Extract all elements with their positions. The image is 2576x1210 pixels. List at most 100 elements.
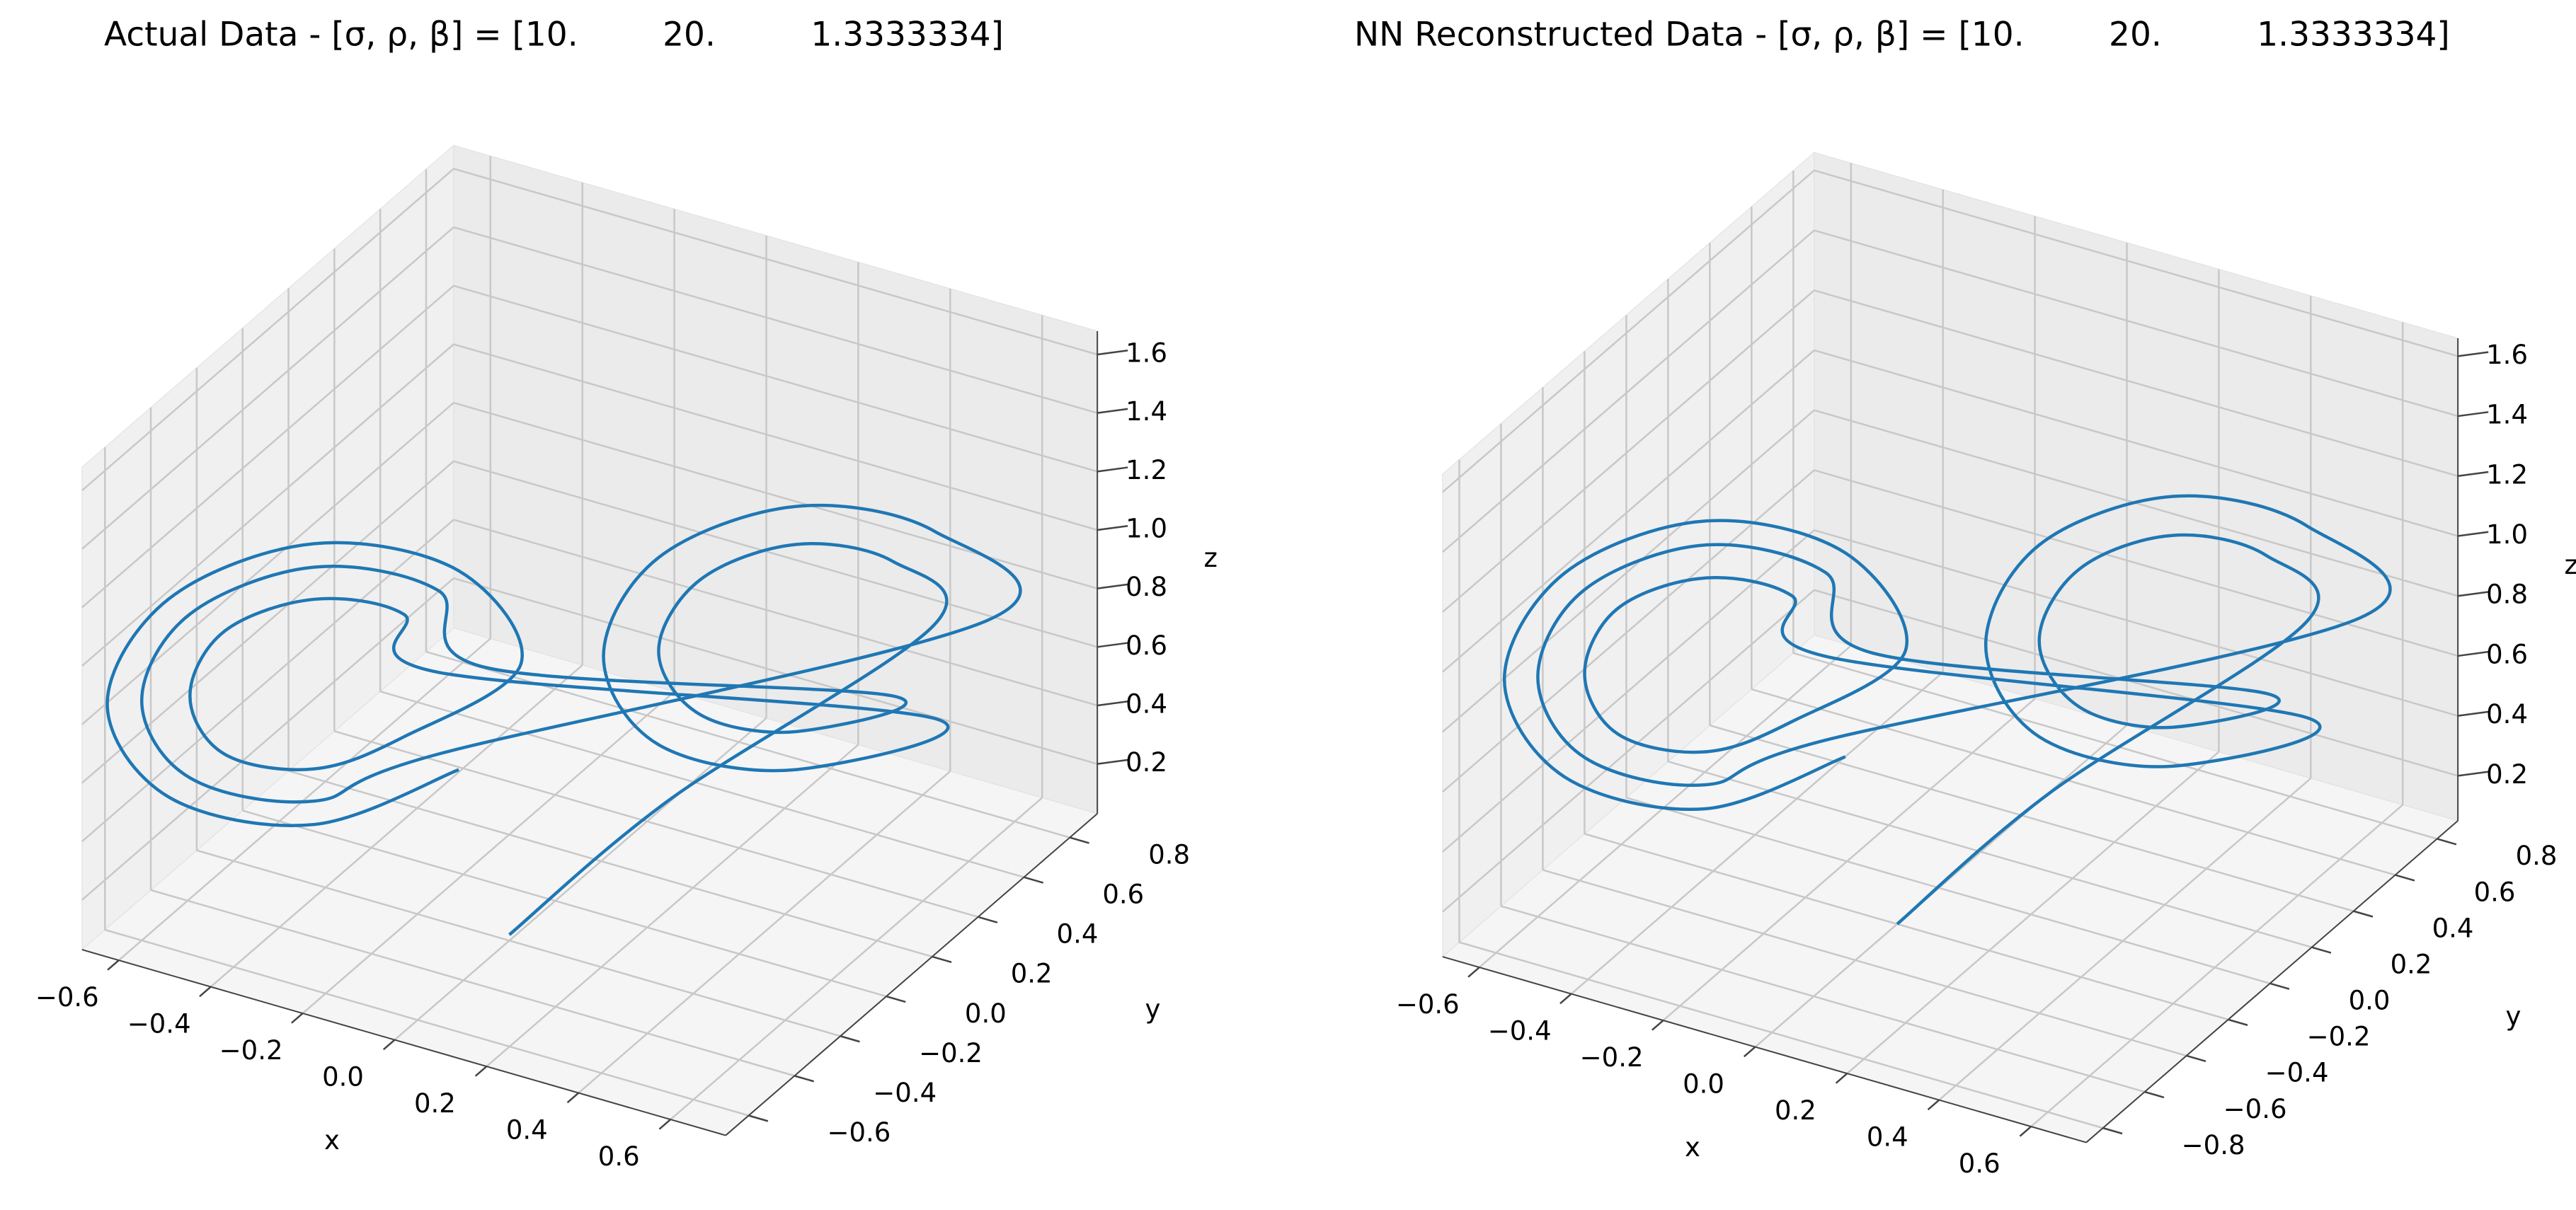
grid-line bbox=[453, 343, 1098, 531]
tick-mark bbox=[2457, 650, 2489, 657]
tick-label: 0.2 bbox=[414, 1088, 456, 1119]
trajectory bbox=[105, 503, 1022, 936]
tick-label: −0.2 bbox=[1580, 1042, 1644, 1073]
grid-line bbox=[81, 168, 454, 492]
tick-label: 0.2 bbox=[2486, 759, 2528, 790]
grid-line bbox=[81, 402, 454, 725]
tick-label: −0.6 bbox=[35, 982, 99, 1013]
grid-line bbox=[670, 797, 1043, 1121]
grid-line bbox=[1668, 761, 2313, 948]
tick-label: −0.2 bbox=[919, 1038, 983, 1068]
tick-mark bbox=[1097, 408, 1128, 414]
grid-line bbox=[1626, 797, 2271, 984]
tick-mark bbox=[2437, 838, 2457, 846]
tick-label: 0.4 bbox=[1867, 1122, 1908, 1153]
tick-label: −0.6 bbox=[1396, 989, 1460, 1020]
axis-label: y bbox=[2506, 1001, 2521, 1032]
tick-label: 0.6 bbox=[1959, 1148, 2000, 1179]
axis-line bbox=[725, 813, 1098, 1136]
axis-label: x bbox=[1685, 1132, 1700, 1163]
grid-line bbox=[302, 691, 675, 1015]
grid-line bbox=[379, 691, 1024, 878]
grid-line bbox=[1814, 589, 2458, 777]
tick-label: 0.4 bbox=[1126, 688, 1167, 719]
grid-line bbox=[81, 577, 454, 901]
grid-line bbox=[1814, 169, 2458, 357]
grid-line bbox=[333, 730, 978, 918]
tick-label: 0.4 bbox=[2486, 699, 2528, 730]
tick-mark bbox=[1743, 1046, 1756, 1058]
grid-line bbox=[118, 638, 491, 962]
grid-line bbox=[81, 343, 454, 667]
tick-mark bbox=[2353, 910, 2374, 918]
tick-label: 1.4 bbox=[1126, 396, 1167, 427]
tick-label: −0.2 bbox=[219, 1035, 283, 1066]
tick-mark bbox=[2102, 1127, 2123, 1135]
axis-label: y bbox=[1145, 994, 1161, 1025]
grid-line bbox=[288, 770, 933, 958]
tick-mark bbox=[1069, 836, 1089, 844]
tick-mark bbox=[1097, 466, 1128, 473]
grid-line bbox=[1442, 350, 1815, 673]
tick-mark bbox=[2395, 874, 2415, 882]
grid-line bbox=[394, 717, 767, 1041]
tick-label: −0.4 bbox=[127, 1009, 191, 1039]
axis-line bbox=[1442, 956, 2087, 1143]
grid-line bbox=[1751, 688, 2396, 876]
chart-title: Actual Data - [σ, ρ, β] = [10. 20. 1.333… bbox=[104, 16, 1004, 54]
tick-mark bbox=[2457, 531, 2489, 537]
grid-line bbox=[1814, 229, 2458, 417]
tick-label: 1.0 bbox=[2486, 519, 2528, 550]
tick-mark bbox=[1097, 349, 1128, 356]
tick-mark bbox=[1024, 876, 1044, 884]
tick-mark bbox=[474, 1066, 488, 1077]
grid-line bbox=[1442, 529, 1815, 853]
grid-line bbox=[1814, 529, 2458, 717]
tick-mark bbox=[2457, 591, 2489, 597]
tick-label: 1.2 bbox=[2486, 459, 2528, 490]
tick-label: 0.6 bbox=[2486, 639, 2528, 669]
grid-line bbox=[1814, 349, 2458, 537]
grid-line bbox=[578, 770, 951, 1094]
chart-title: NN Reconstructed Data - [σ, ρ, β] = [10.… bbox=[1354, 16, 2450, 54]
grid-line bbox=[1442, 289, 1815, 613]
grid-line bbox=[1710, 724, 2354, 912]
grid-line bbox=[81, 460, 454, 784]
grid-line bbox=[81, 226, 454, 550]
tick-label: 0.8 bbox=[1126, 572, 1167, 602]
tick-label: 0.6 bbox=[1102, 879, 1144, 909]
tick-mark bbox=[2186, 1054, 2206, 1063]
tick-mark bbox=[1559, 993, 1572, 1005]
grid-line bbox=[453, 168, 1098, 356]
tick-mark bbox=[199, 986, 212, 998]
tick-label: −0.6 bbox=[2223, 1094, 2287, 1124]
tick-label: 0.0 bbox=[322, 1062, 364, 1093]
grid-line bbox=[1459, 941, 2104, 1129]
grid-line bbox=[150, 889, 795, 1077]
grid-line bbox=[453, 226, 1098, 414]
tick-mark bbox=[2019, 1126, 2032, 1137]
tick-label: 1.4 bbox=[2486, 400, 2528, 430]
axis-label: z bbox=[2564, 550, 2576, 580]
tick-mark bbox=[1467, 967, 1480, 978]
tick-mark bbox=[794, 1075, 814, 1083]
grid-line bbox=[1793, 652, 2438, 840]
axis-line bbox=[81, 949, 726, 1136]
trajectory bbox=[1502, 494, 2392, 926]
tick-label: 0.0 bbox=[1683, 1069, 1724, 1100]
tick-label: 0.2 bbox=[2391, 949, 2432, 979]
tick-mark bbox=[748, 1114, 769, 1122]
tick-mark bbox=[1927, 1099, 1940, 1111]
tick-mark bbox=[2457, 411, 2489, 417]
grid-line bbox=[1442, 589, 1815, 913]
tick-mark bbox=[566, 1092, 580, 1104]
tick-label: 1.6 bbox=[1126, 338, 1167, 369]
tick-mark bbox=[107, 960, 120, 971]
tick-mark bbox=[2228, 1018, 2248, 1026]
tick-mark bbox=[2457, 710, 2489, 717]
tick-mark bbox=[932, 955, 952, 964]
tick-mark bbox=[1097, 642, 1128, 648]
tick-mark bbox=[2144, 1090, 2165, 1099]
grid-line bbox=[1814, 469, 2458, 657]
grid-line bbox=[1442, 169, 1815, 493]
